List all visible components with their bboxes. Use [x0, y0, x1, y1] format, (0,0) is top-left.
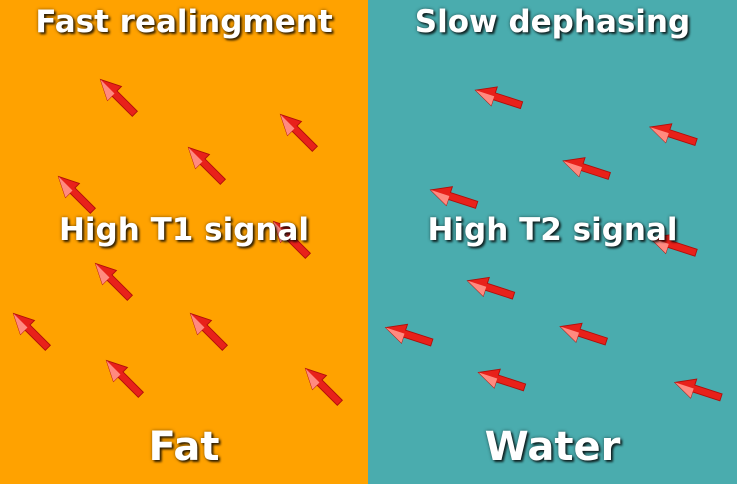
arrow-icon [477, 368, 527, 392]
arrow-icon [94, 262, 134, 302]
arrow-icon [384, 323, 434, 347]
water-bottom-label: Water [484, 424, 621, 470]
arrow-icon [559, 322, 608, 346]
arrow-icon [429, 186, 479, 209]
water-panel: Slow dephasing High T2 signal Water [368, 0, 737, 484]
fat-top-label: Fast realingment [35, 4, 333, 40]
arrow-icon [189, 312, 229, 352]
fat-arrows [12, 78, 344, 407]
arrow-icon [12, 312, 52, 352]
fat-mid-label: High T1 signal [58, 212, 309, 248]
arrow-icon [187, 146, 227, 186]
arrow-icon [649, 123, 698, 147]
arrow-icon [304, 367, 344, 407]
arrow-icon [57, 175, 97, 215]
arrow-icon [649, 233, 698, 257]
arrow-icon [105, 359, 145, 399]
water-arrows [384, 86, 723, 402]
arrow-icon [673, 378, 723, 402]
arrow-icon [272, 220, 312, 260]
water-top-label: Slow dephasing [414, 4, 691, 40]
arrow-icon [474, 86, 524, 110]
fat-panel: Fast realingment High T1 signal Fat [0, 0, 368, 484]
arrow-icon [279, 113, 319, 153]
arrow-icon [466, 276, 516, 300]
water-mid-label: High T2 signal [427, 212, 678, 248]
arrow-icon [99, 78, 139, 118]
fat-bottom-label: Fat [148, 424, 220, 470]
arrow-icon [562, 157, 611, 180]
